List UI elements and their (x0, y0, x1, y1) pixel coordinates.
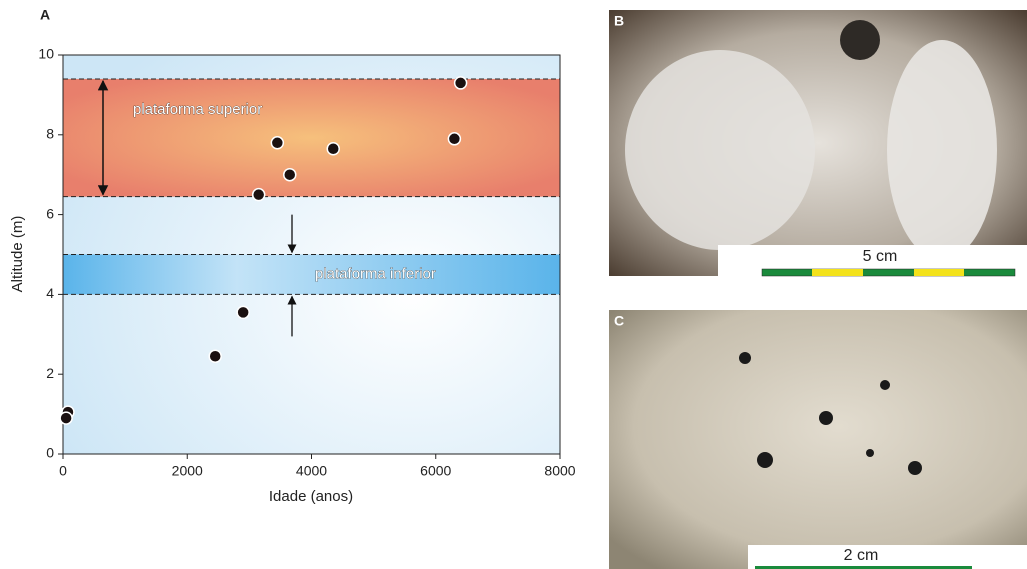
panel-label: B (614, 13, 624, 29)
scale-box (748, 545, 1027, 569)
photo-detail (625, 50, 815, 250)
point (209, 350, 221, 362)
photo-detail (840, 20, 880, 60)
band (64, 79, 560, 197)
point (448, 133, 460, 145)
figure: plataforma superior plataforma inferior 0 2… (0, 0, 1027, 569)
band-label: plataforma superior (133, 101, 262, 118)
photo-detail (880, 380, 890, 390)
x-axis-label: Idade (anos) (269, 488, 353, 505)
x-tick-label: 4000 (296, 463, 327, 479)
y-tick-label: 2 (46, 365, 54, 381)
y-tick-label: 4 (46, 285, 54, 301)
photo-detail (819, 411, 833, 425)
scale-bar (914, 269, 964, 276)
scale-label: 5 cm (863, 248, 898, 265)
photo-detail (887, 40, 997, 260)
photo-b (609, 10, 1027, 276)
y-tick-label: 10 (38, 46, 54, 62)
page: plataforma superior plataforma inferior 0 2… (0, 0, 1027, 569)
point (271, 137, 283, 149)
panel-label: C (614, 313, 624, 329)
panel-label: A (40, 7, 50, 23)
point (284, 169, 296, 181)
scale-bar (812, 269, 863, 276)
y-tick-label: 8 (46, 126, 54, 142)
point (455, 77, 467, 89)
x-tick-label: 8000 (544, 463, 575, 479)
photo-detail (739, 352, 751, 364)
y-tick-label: 0 (46, 445, 54, 461)
y-axis-label: Altitude (m) (9, 216, 26, 293)
scale-label: 2 cm (844, 547, 879, 564)
scale-bar (762, 269, 1015, 276)
point (237, 306, 249, 318)
y-tick-label: 6 (46, 205, 54, 221)
x-tick-label: 0 (59, 463, 67, 479)
photo-detail (908, 461, 922, 475)
photo-detail (757, 452, 773, 468)
x-tick-label: 2000 (172, 463, 203, 479)
x-tick-label: 6000 (420, 463, 451, 479)
photo-detail (866, 449, 874, 457)
band (64, 255, 560, 295)
plot-group: plataforma superior plataforma inferior 0 2… (38, 46, 575, 479)
band-label: plataforma inferior (315, 265, 436, 282)
point (60, 412, 72, 424)
photo (609, 310, 1027, 569)
photo-c (609, 310, 1027, 569)
point (253, 189, 265, 201)
point (327, 143, 339, 155)
